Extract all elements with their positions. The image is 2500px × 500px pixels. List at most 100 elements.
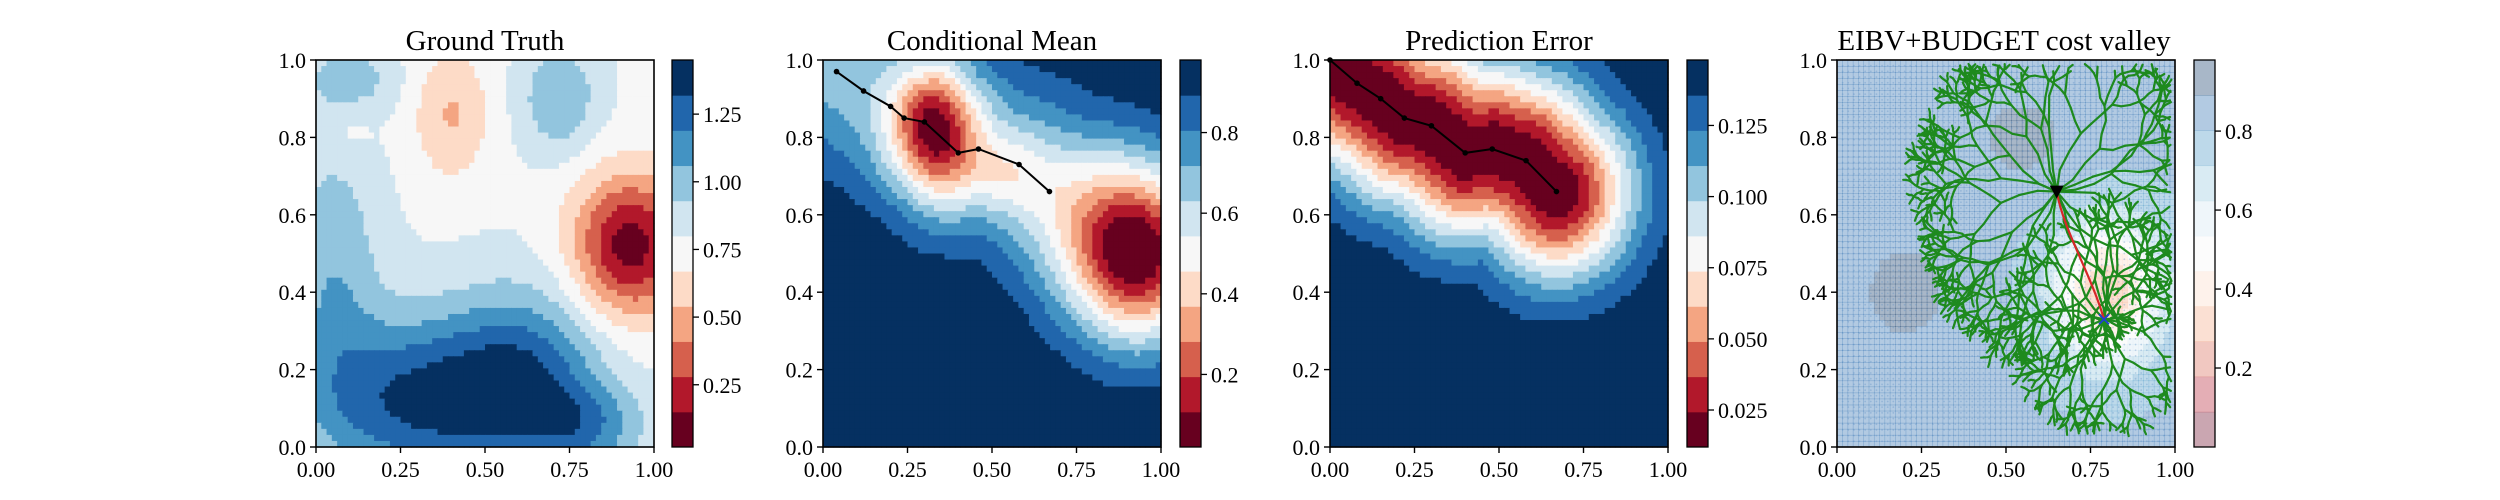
heatmap-cell (606, 66, 613, 73)
heatmap-cell (416, 205, 423, 212)
heatmap-cell (949, 84, 956, 91)
heatmap-cell (479, 199, 486, 206)
heatmap-cell (400, 416, 407, 424)
heatmap-cell (627, 60, 634, 67)
heatmap-cell (442, 422, 449, 430)
heatmap-cell (405, 90, 412, 97)
heatmap-cell (881, 66, 887, 73)
heatmap-cell (506, 313, 513, 321)
heatmap-cell (442, 434, 449, 442)
heatmap-cell (374, 398, 380, 406)
heatmap-cell (453, 162, 460, 170)
heatmap-cell (379, 120, 386, 128)
colorbar-band (672, 200, 693, 237)
heatmap-cell (617, 332, 623, 339)
heatmap-cell (643, 168, 650, 176)
heatmap-cell (1081, 90, 1088, 97)
heatmap-cell (1002, 102, 1009, 109)
heatmap-cell (611, 205, 618, 212)
heatmap-cell (1023, 108, 1030, 116)
heatmap-cell (632, 193, 639, 200)
heatmap-cell (442, 193, 449, 200)
heatmap-cell (585, 386, 592, 394)
heatmap-cell (416, 223, 423, 230)
heatmap-cell (416, 193, 423, 200)
heatmap-cell (611, 156, 618, 164)
heatmap-cell (595, 217, 602, 224)
heatmap-cell (500, 108, 507, 116)
heatmap-cell (574, 174, 581, 182)
heatmap-cell (564, 386, 571, 394)
heatmap-cell (426, 386, 433, 394)
heatmap-cell (558, 434, 565, 442)
heatmap-cell (316, 211, 322, 218)
heatmap-cell (337, 392, 344, 400)
heatmap-cell (632, 386, 639, 394)
heatmap-cell (368, 338, 375, 345)
heatmap-cell (495, 241, 502, 249)
heatmap-cell (574, 374, 581, 382)
heatmap-cell (374, 283, 380, 291)
heatmap-cell (1081, 66, 1088, 73)
heatmap-cell (1065, 120, 1072, 128)
heatmap-cell (432, 301, 439, 309)
heatmap-cell (342, 168, 349, 176)
heatmap-cell (601, 440, 608, 448)
heatmap-cell (426, 217, 433, 224)
heatmap-cell (405, 392, 412, 400)
heatmap-cell (490, 199, 497, 206)
heatmap-cell (1134, 60, 1141, 67)
heatmap-cell (331, 344, 338, 351)
heatmap-cell (527, 271, 534, 279)
heatmap-cell (479, 320, 486, 327)
heatmap-cell (617, 416, 623, 424)
heatmap-cell (321, 217, 328, 224)
heatmap-cell (421, 422, 428, 430)
heatmap-cell (1060, 102, 1067, 109)
heatmap-cell (1145, 102, 1152, 109)
heatmap-cell (532, 108, 539, 116)
heatmap-cell (564, 428, 571, 436)
heatmap-cell (558, 60, 565, 67)
heatmap-cell (643, 374, 650, 382)
heatmap-cell (363, 271, 370, 279)
heatmap-cell (331, 320, 338, 327)
heatmap-cell (479, 295, 486, 303)
heatmap-cell (347, 374, 354, 382)
heatmap-cell (474, 156, 481, 164)
heatmap-cell (405, 289, 412, 297)
heatmap-cell (595, 211, 602, 218)
heatmap-cell (437, 428, 444, 436)
heatmap-cell (891, 66, 898, 73)
heatmap-cell (448, 434, 454, 442)
heatmap-cell (617, 199, 623, 206)
heatmap-cell (595, 205, 602, 212)
heatmap-cell (358, 90, 365, 97)
heatmap-cell (543, 380, 549, 388)
heatmap-cell (321, 90, 328, 97)
heatmap-cell (928, 102, 935, 109)
heatmap-cell (421, 90, 428, 97)
heatmap-cell (939, 84, 946, 91)
heatmap-cell (527, 223, 534, 230)
heatmap-cell (574, 132, 581, 140)
heatmap-cell (437, 102, 444, 109)
heatmap-cell (347, 84, 354, 91)
heatmap-cell (426, 60, 433, 67)
heatmap-cell (574, 410, 581, 418)
heatmap-cell (389, 150, 396, 158)
heatmap-cell (1092, 60, 1099, 67)
heatmap-cell (553, 320, 560, 327)
heatmap-cell (1150, 78, 1157, 85)
heatmap-cell (379, 193, 386, 200)
heatmap-cell (368, 96, 375, 103)
heatmap-cell (896, 96, 903, 103)
heatmap-cell (823, 60, 829, 67)
heatmap-cell (601, 180, 608, 188)
heatmap-cell (426, 422, 433, 430)
heatmap-cell (622, 295, 629, 303)
heatmap-cell (543, 398, 549, 406)
heatmap-cell (469, 168, 476, 176)
heatmap-cell (638, 356, 645, 363)
heatmap-cell (1102, 132, 1109, 140)
